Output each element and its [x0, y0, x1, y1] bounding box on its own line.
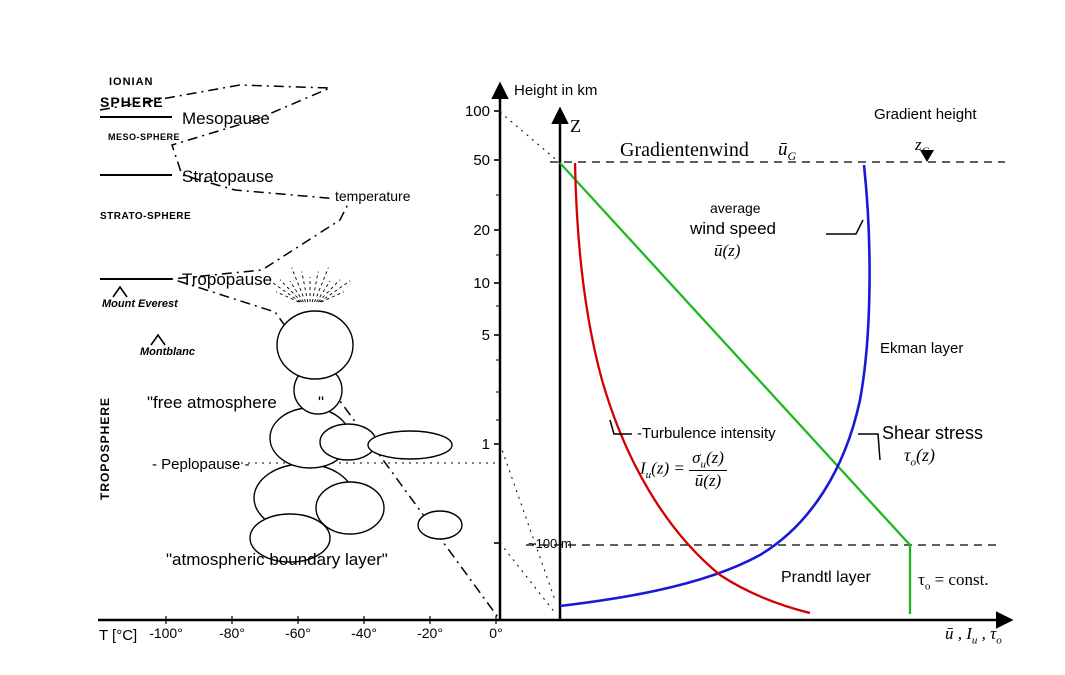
- label-shear-stress: Shear stress: [882, 423, 983, 444]
- label-stratopause: Stratopause: [182, 167, 274, 187]
- label-average: average: [707, 200, 764, 216]
- label-wind-speed: wind speed: [687, 219, 779, 239]
- label-temperature: temperature: [333, 188, 412, 204]
- label-free-atmosphere: "free atmosphere: [147, 393, 277, 413]
- svg-text:-60°: -60°: [285, 625, 311, 641]
- svg-text:-40°: -40°: [351, 625, 377, 641]
- label-mesopause: Mesopause: [182, 109, 270, 129]
- svg-text:-100°: -100°: [149, 625, 183, 641]
- label-montblanc: Montblanc: [140, 346, 195, 358]
- label-turb-intensity: -Turbulence intensity: [635, 425, 778, 442]
- svg-text:0°: 0°: [489, 625, 502, 641]
- svg-text:20: 20: [473, 222, 490, 239]
- label-zg: zG: [915, 135, 930, 157]
- label-tau-const: τo = const.: [918, 570, 989, 592]
- label-ug: ūG: [778, 139, 796, 164]
- label-peplopause: - Peplopause -: [152, 456, 250, 473]
- svg-text:5: 5: [482, 327, 490, 344]
- label-iu-formula: Iu(z) = σu(z) ū(z): [640, 448, 727, 491]
- label-height-km: Height in km: [514, 82, 597, 99]
- label-prandtl: Prandtl layer: [778, 568, 874, 588]
- xaxis-title-right: ū , Iu , τo: [945, 624, 1002, 646]
- svg-text:50: 50: [473, 152, 490, 169]
- svg-text:100: 100: [465, 103, 490, 120]
- label-tauz: τo(z): [904, 445, 935, 469]
- label-ionian: IONIAN: [109, 76, 154, 88]
- svg-text:-20°: -20°: [417, 625, 443, 641]
- label-everest: Mount Everest: [102, 298, 178, 310]
- label-Z: Z: [570, 116, 581, 137]
- label-uz: ū(z): [714, 241, 740, 261]
- label-gradient-height: Gradient height: [870, 105, 981, 124]
- label-mesosphere: MESO-SPHERE: [108, 132, 180, 142]
- xaxis-title-left: T [°C]: [99, 627, 137, 644]
- label-tropopause: Tropopause: [182, 270, 272, 290]
- svg-text:10: 10: [473, 275, 490, 292]
- label-ekman: Ekman layer: [876, 339, 967, 358]
- label-troposphere: TROPOSPHERE: [98, 397, 112, 500]
- label-sphere: SPHERE: [100, 94, 164, 110]
- svg-text:-80°: -80°: [219, 625, 245, 641]
- label-stratosphere: STRATO-SPHERE: [100, 211, 191, 222]
- svg-text:1: 1: [482, 436, 490, 453]
- label-quote: ": [318, 393, 324, 413]
- label-abl: "atmospheric boundary layer": [166, 550, 388, 570]
- label-gradientenwind: Gradientenwind: [620, 139, 749, 162]
